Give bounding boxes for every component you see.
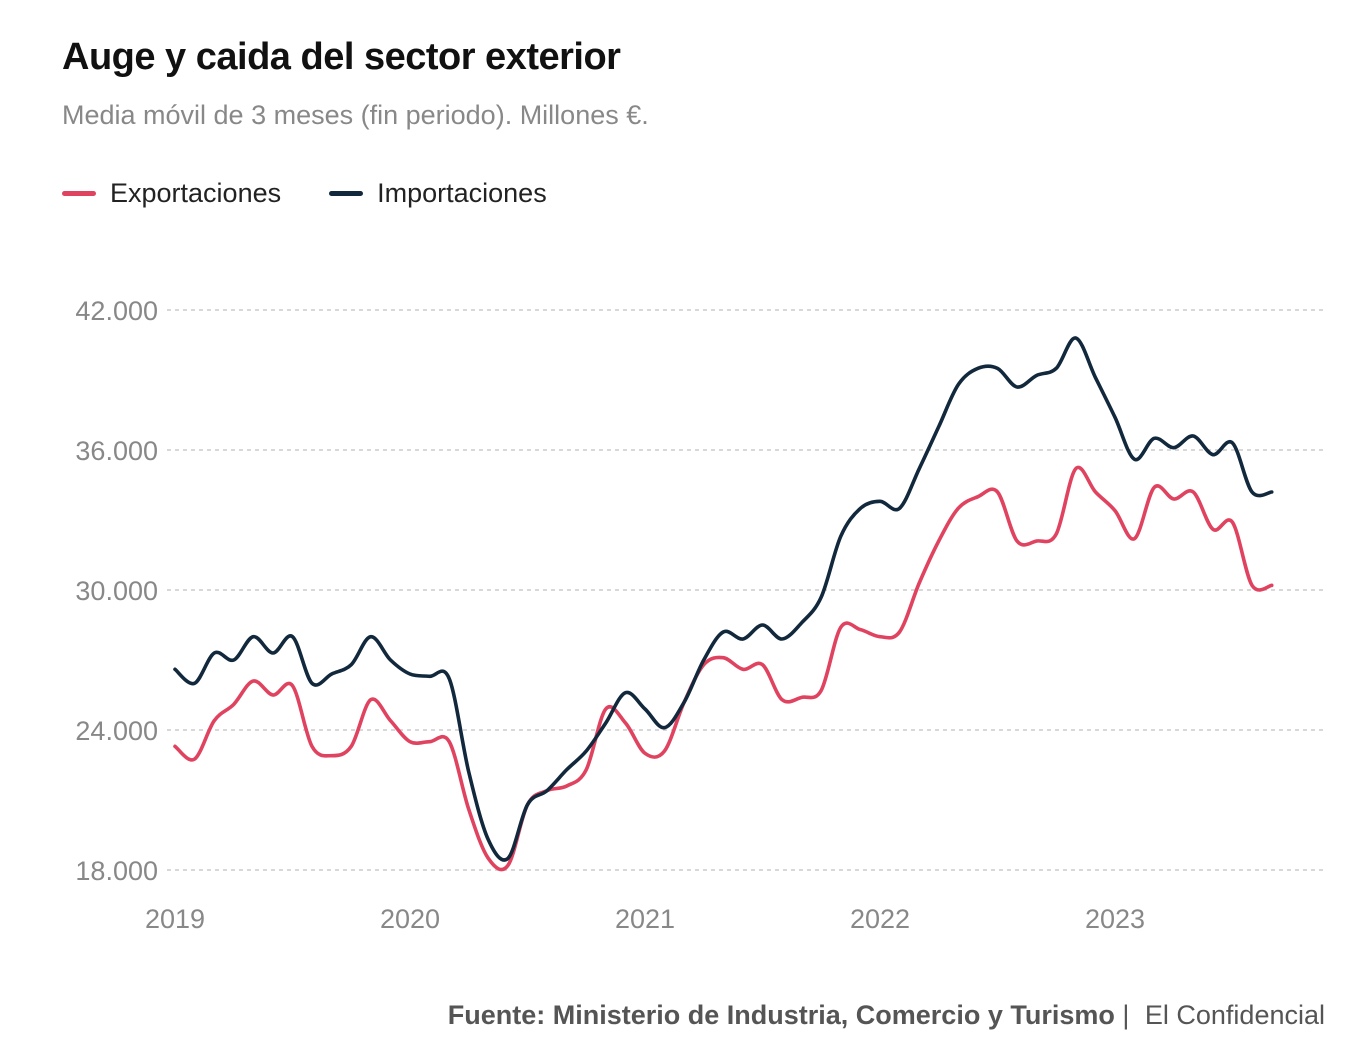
source-credit: Fuente: Ministerio de Industria, Comerci… bbox=[448, 1000, 1325, 1031]
series-lines bbox=[173, 336, 1274, 872]
source-separator: | bbox=[1122, 1000, 1130, 1030]
y-axis-ticks: 42.000 36.000 30.000 24.000 18.000 bbox=[75, 296, 158, 886]
legend-swatch-exports bbox=[62, 191, 96, 196]
x-axis-ticks: 2019 2020 2021 2022 2023 bbox=[145, 904, 1145, 934]
y-tick-label-3: 24.000 bbox=[75, 716, 158, 746]
legend-swatch-imports bbox=[329, 191, 364, 196]
x-tick-label-2: 2021 bbox=[615, 904, 675, 934]
y-tick-label-4: 18.000 bbox=[75, 856, 158, 886]
y-tick-label-2: 30.000 bbox=[75, 576, 158, 606]
legend-item-exports: Exportaciones bbox=[62, 178, 281, 209]
chart-subtitle: Media móvil de 3 meses (fin periodo). Mi… bbox=[62, 100, 649, 130]
source-label: Fuente: Ministerio de Industria, Comerci… bbox=[447, 1000, 1115, 1030]
x-tick-label-4: 2023 bbox=[1085, 904, 1145, 934]
x-tick-label-3: 2022 bbox=[850, 904, 910, 934]
legend-label-exports: Exportaciones bbox=[110, 178, 282, 208]
x-tick-label-1: 2020 bbox=[380, 904, 440, 934]
series-line-exportaciones bbox=[173, 465, 1274, 872]
legend-label-imports: Importaciones bbox=[377, 178, 547, 208]
series-line-importaciones bbox=[173, 336, 1274, 862]
chart-legend: Exportaciones Importaciones bbox=[62, 178, 595, 209]
legend-item-imports: Importaciones bbox=[329, 178, 547, 209]
y-tick-label-1: 36.000 bbox=[75, 436, 158, 466]
x-tick-label-0: 2019 bbox=[145, 904, 205, 934]
source-brand: El Confidencial bbox=[1144, 1000, 1325, 1030]
y-tick-label-0: 42.000 bbox=[75, 296, 158, 326]
chart-title: Auge y caida del sector exterior bbox=[62, 36, 621, 78]
grid-lines bbox=[167, 309, 1325, 871]
